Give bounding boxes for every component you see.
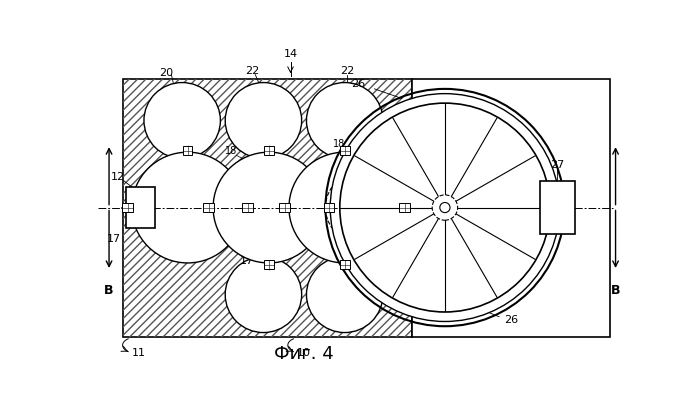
- Text: 22: 22: [245, 67, 260, 76]
- Ellipse shape: [289, 152, 401, 263]
- Text: 13: 13: [257, 155, 271, 165]
- Bar: [122, 79, 412, 337]
- Text: 27: 27: [550, 160, 565, 170]
- Bar: [279, 203, 290, 212]
- Text: 26: 26: [351, 79, 366, 89]
- Ellipse shape: [225, 83, 302, 159]
- Ellipse shape: [132, 152, 243, 263]
- Text: 18: 18: [333, 139, 345, 149]
- Ellipse shape: [144, 83, 220, 159]
- Bar: [127, 187, 154, 228]
- Text: 17: 17: [107, 234, 121, 244]
- Text: 12: 12: [111, 173, 125, 182]
- Text: 18: 18: [280, 250, 292, 260]
- Text: 17: 17: [240, 256, 254, 266]
- Text: 26: 26: [505, 315, 519, 325]
- Bar: [122, 203, 133, 212]
- Bar: [264, 146, 274, 155]
- Bar: [182, 146, 192, 155]
- Text: 18: 18: [408, 187, 421, 197]
- Text: 25: 25: [493, 218, 507, 229]
- Text: B: B: [104, 284, 114, 296]
- Text: 10: 10: [297, 348, 311, 358]
- Ellipse shape: [432, 195, 458, 220]
- Bar: [340, 260, 350, 269]
- Ellipse shape: [306, 83, 383, 159]
- Ellipse shape: [225, 256, 302, 332]
- Ellipse shape: [306, 256, 383, 332]
- Text: 18: 18: [160, 177, 172, 187]
- Text: 20: 20: [159, 68, 173, 78]
- Text: 22: 22: [340, 67, 354, 76]
- Bar: [340, 146, 350, 155]
- Text: 24: 24: [416, 103, 431, 113]
- Text: 14: 14: [284, 49, 298, 60]
- Bar: [412, 79, 610, 337]
- Bar: [203, 203, 214, 212]
- Text: B: B: [611, 284, 620, 296]
- Ellipse shape: [330, 94, 560, 321]
- Bar: [264, 260, 274, 269]
- Text: 18: 18: [225, 145, 237, 156]
- Bar: [122, 79, 412, 337]
- Bar: [399, 203, 410, 212]
- Bar: [540, 181, 575, 234]
- Text: 21: 21: [308, 190, 322, 200]
- Ellipse shape: [440, 203, 450, 212]
- Ellipse shape: [213, 152, 324, 263]
- Text: Фиг. 4: Фиг. 4: [274, 345, 334, 363]
- Bar: [324, 203, 334, 212]
- Text: 18: 18: [327, 250, 339, 260]
- Text: 23: 23: [433, 149, 447, 159]
- Bar: [243, 203, 253, 212]
- Text: 17: 17: [408, 244, 423, 254]
- Text: 11: 11: [132, 348, 146, 358]
